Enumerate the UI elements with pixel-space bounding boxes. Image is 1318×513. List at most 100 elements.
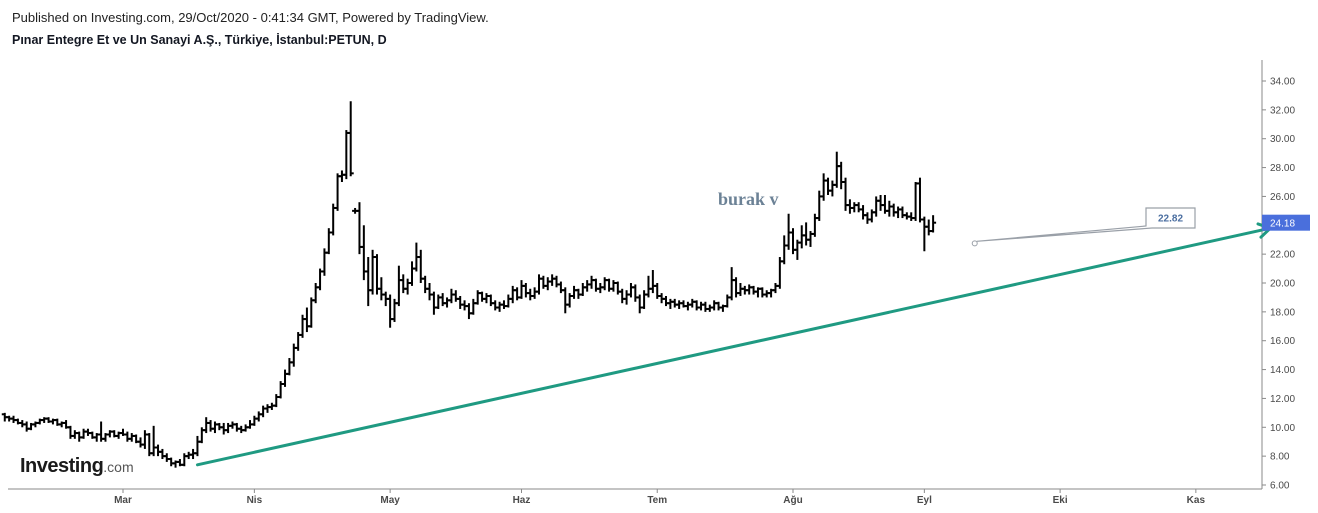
ohlc-bar	[833, 151, 840, 188]
y-tick-label: 20.00	[1270, 279, 1295, 290]
ohlc-bar	[912, 182, 919, 221]
ohlc-bar	[772, 283, 779, 294]
ohlc-bar	[378, 277, 385, 301]
time-axis: MarNisMayHazTemAğuEylEkiKasAra	[114, 489, 1205, 506]
ohlc-bar	[496, 301, 503, 312]
ohlc-bar	[23, 421, 30, 432]
ohlc-bar	[163, 453, 170, 462]
x-tick-label: Ağu	[783, 495, 802, 506]
ohlc-bar	[128, 433, 135, 442]
x-tick-label: Eyl	[917, 495, 932, 506]
ohlc-bar	[781, 235, 788, 265]
ohlc-bar	[571, 285, 578, 299]
ohlc-bar	[452, 290, 459, 302]
ohlc-bar	[404, 278, 411, 295]
ohlc-bar	[465, 303, 472, 320]
ohlc-bar	[925, 219, 932, 236]
ohlc-bar	[536, 274, 543, 295]
x-tick-label: Tem	[647, 495, 667, 506]
ohlc-bar	[846, 199, 853, 214]
last-price-bg	[1262, 214, 1310, 231]
y-tick-label: 14.00	[1270, 365, 1295, 376]
ohlc-bar	[492, 300, 499, 311]
ohlc-bar	[211, 421, 218, 434]
ohlc-bar	[527, 288, 534, 301]
symbol-title: Pınar Entegre Et ve Un Sanayi A.Ş., Türk…	[12, 33, 387, 47]
ohlc-bar	[549, 274, 556, 286]
ohlc-bar	[426, 283, 433, 301]
y-tick-label: 28.00	[1270, 163, 1295, 174]
ohlc-bar	[286, 358, 293, 376]
ohlc-bar	[220, 422, 227, 435]
chart-annotation: burak v	[718, 189, 779, 209]
ohlc-bar	[141, 430, 148, 449]
ohlc-bar	[750, 285, 757, 295]
ohlc-bar	[409, 261, 416, 286]
ohlc-bar	[522, 283, 529, 298]
ohlc-bar	[233, 422, 240, 432]
ohlc-bar	[505, 294, 512, 308]
ohlc-bar	[728, 267, 735, 301]
ohlc-bar	[557, 281, 564, 294]
ohlc-bar	[798, 225, 805, 249]
y-tick-label: 12.00	[1270, 394, 1295, 405]
ohlc-bar	[921, 216, 928, 252]
ohlc-bar	[636, 294, 643, 314]
ohlc-bar	[733, 277, 740, 298]
ohlc-bar	[899, 206, 906, 219]
ohlc-bar	[531, 287, 538, 299]
ohlc-bar	[264, 404, 271, 413]
y-tick-label: 18.00	[1270, 307, 1295, 318]
investing-logo: Investing.com	[20, 455, 134, 478]
ohlc-bar	[619, 288, 626, 304]
ohlc-bar	[886, 200, 893, 217]
ohlc-bar	[860, 205, 867, 220]
x-tick-label: Nis	[247, 495, 263, 506]
ohlc-bar	[627, 283, 634, 298]
y-tick-label: 26.00	[1270, 192, 1295, 203]
ohlc-bar	[702, 301, 709, 312]
ohlc-bar	[676, 300, 683, 309]
ohlc-bar	[820, 173, 827, 201]
ohlc-bar	[553, 275, 560, 288]
ohlc-bar	[430, 291, 437, 315]
ohlc-bar	[334, 173, 341, 211]
y-tick-label: 32.00	[1270, 105, 1295, 116]
y-tick-label: 16.00	[1270, 336, 1295, 347]
ohlc-bar	[387, 294, 394, 328]
ohlc-bar	[303, 307, 310, 333]
price-axis: 6.00 8.00 10.00 12.00 14.00 16.00 18.00 20.00 22…	[1262, 77, 1295, 492]
ohlc-bar	[444, 297, 451, 308]
ohlc-bar	[422, 275, 429, 294]
ohlc-bar	[159, 448, 166, 460]
ohlc-bar	[225, 422, 232, 434]
ohlc-bar	[838, 161, 845, 190]
ohlc-bar	[260, 405, 267, 418]
ohlc-bar	[584, 280, 591, 292]
ohlc-bar	[855, 202, 862, 213]
ohlc-bar	[395, 265, 402, 307]
trendline[interactable]: 22.82	[195, 207, 1272, 467]
ohlc-bar	[483, 293, 490, 304]
ohlc-bar	[338, 170, 345, 182]
ohlc-bar	[80, 428, 87, 439]
ohlc-bar	[500, 300, 507, 309]
ohlc-bar	[400, 274, 407, 294]
ohlc-bar	[251, 415, 258, 426]
ohlc-bar	[308, 297, 315, 328]
ohlc-bar	[649, 270, 656, 294]
ohlc-bar	[579, 283, 586, 296]
ohlc-bar	[365, 257, 372, 307]
ohlc-bar	[509, 285, 516, 304]
logo-suffix: .com	[103, 459, 134, 475]
ohlc-bar	[312, 283, 319, 304]
ohlc-bar	[544, 277, 551, 291]
x-tick-label: Mar	[114, 495, 132, 506]
ohlc-bar	[203, 417, 210, 434]
ohlc-bar	[641, 290, 648, 309]
callout-anchor	[971, 240, 978, 247]
ohlc-bars	[1, 101, 937, 468]
ohlc-bar	[343, 130, 350, 180]
ohlc-bar	[671, 298, 678, 308]
